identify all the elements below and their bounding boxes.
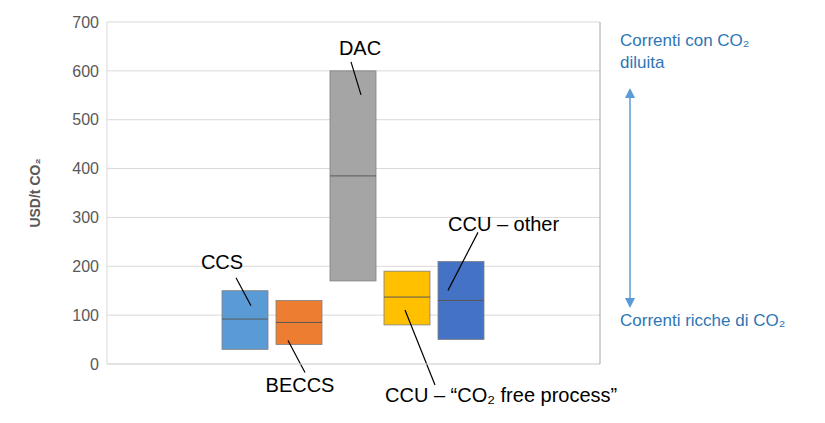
svg-text:BECCS: BECCS: [266, 374, 335, 396]
svg-text:100: 100: [72, 307, 99, 324]
html-text:Correnti ricche di CO₂: Correnti ricche di CO₂: [620, 311, 786, 330]
svg-text:200: 200: [72, 258, 99, 275]
svg-text:500: 500: [72, 111, 99, 128]
html-text:Correnti con CO₂ diluita: Correnti con CO₂ diluita: [620, 31, 750, 72]
svg-text:400: 400: [72, 160, 99, 177]
svg-text:600: 600: [72, 63, 99, 80]
svg-text:700: 700: [72, 14, 99, 31]
svg-text:CCU – other: CCU – other: [448, 213, 559, 235]
svg-text:USD/t CO₂: USD/t CO₂: [27, 158, 43, 227]
svg-text:CCS: CCS: [201, 251, 243, 273]
svg-text:DAC: DAC: [339, 37, 381, 59]
svg-text:300: 300: [72, 209, 99, 226]
svg-text:0: 0: [90, 356, 99, 373]
svg-text:CCU – “CO₂ free process”: CCU – “CO₂ free process”: [385, 384, 617, 406]
